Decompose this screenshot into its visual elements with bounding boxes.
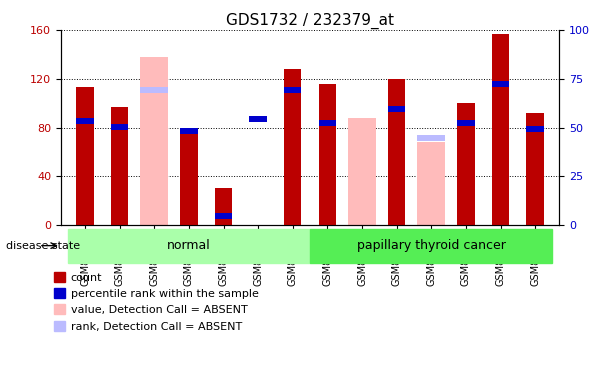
Bar (249, 116, 267, 122)
Text: disease state: disease state (6, 241, 80, 250)
Text: papillary thyroid cancer: papillary thyroid cancer (357, 239, 506, 252)
Bar (111, 124, 128, 130)
Bar (418, 142, 445, 225)
Bar (388, 106, 406, 112)
Bar (319, 120, 336, 126)
Bar (180, 130, 198, 225)
Bar (319, 84, 336, 225)
Bar (527, 113, 544, 225)
Legend: count, percentile rank within the sample, value, Detection Call = ABSENT, rank, : count, percentile rank within the sample… (54, 272, 259, 332)
Bar (140, 57, 168, 225)
Bar (77, 118, 94, 124)
Bar (348, 118, 376, 225)
Bar (180, 128, 198, 134)
Bar (388, 79, 406, 225)
Bar (457, 120, 474, 126)
Bar (492, 81, 509, 87)
Text: normal: normal (167, 239, 211, 252)
Bar (284, 87, 302, 93)
Bar (492, 34, 509, 225)
Bar (310, 229, 553, 262)
Bar (215, 188, 232, 225)
Bar (457, 103, 474, 225)
Bar (284, 69, 302, 225)
Bar (140, 87, 168, 93)
Bar (527, 126, 544, 132)
Title: GDS1732 / 232379_at: GDS1732 / 232379_at (226, 12, 394, 28)
Bar (67, 229, 310, 262)
Bar (111, 107, 128, 225)
Bar (77, 87, 94, 225)
Bar (215, 213, 232, 219)
Bar (418, 135, 445, 141)
